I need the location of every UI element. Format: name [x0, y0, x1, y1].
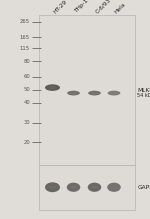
Text: HT-29: HT-29 — [52, 0, 68, 14]
Ellipse shape — [45, 182, 60, 192]
Ellipse shape — [88, 91, 101, 95]
Ellipse shape — [91, 186, 98, 189]
Ellipse shape — [67, 183, 80, 192]
Text: 115: 115 — [20, 46, 30, 51]
Text: 54 kDa: 54 kDa — [137, 93, 150, 98]
Ellipse shape — [67, 91, 80, 95]
Text: 165: 165 — [20, 35, 30, 40]
Bar — [39, 15, 135, 165]
Text: 80: 80 — [23, 59, 30, 64]
Text: THp-1: THp-1 — [74, 0, 89, 14]
Ellipse shape — [107, 183, 121, 192]
Ellipse shape — [48, 185, 57, 189]
Text: GAPDH: GAPDH — [137, 185, 150, 190]
Text: 265: 265 — [20, 19, 30, 24]
Text: 40: 40 — [23, 101, 30, 105]
Ellipse shape — [88, 183, 101, 192]
Ellipse shape — [45, 84, 60, 91]
Text: 20: 20 — [23, 140, 30, 145]
Ellipse shape — [48, 87, 57, 89]
Ellipse shape — [70, 186, 77, 189]
Ellipse shape — [108, 91, 120, 95]
Text: C-6/93: C-6/93 — [94, 0, 112, 14]
Ellipse shape — [70, 92, 77, 94]
Ellipse shape — [110, 186, 118, 189]
Text: 30: 30 — [23, 120, 30, 125]
Text: 60: 60 — [23, 74, 30, 79]
Bar — [39, 165, 135, 210]
Ellipse shape — [91, 92, 98, 94]
Text: 50: 50 — [23, 87, 30, 92]
Text: MLKL: MLKL — [137, 88, 150, 93]
Ellipse shape — [111, 92, 117, 94]
Text: Hela: Hela — [114, 1, 127, 14]
